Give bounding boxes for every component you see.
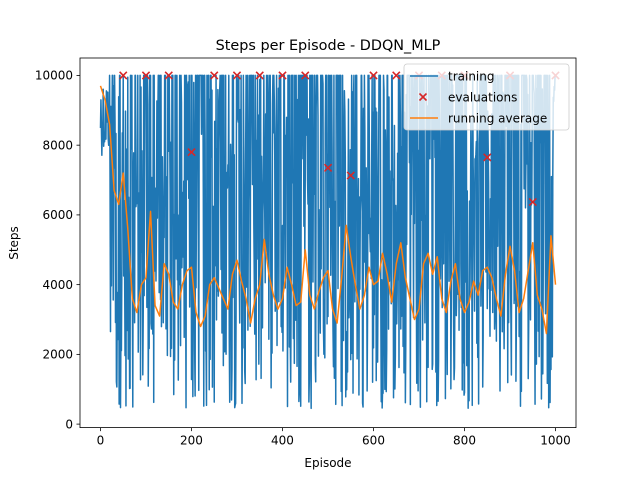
legend-box — [403, 63, 570, 131]
evaluation-point — [210, 71, 219, 80]
legend-running-average-label: running average — [448, 112, 547, 126]
x-tick-label: 1000 — [540, 434, 571, 448]
axes-frame — [79, 57, 577, 429]
evaluation-point — [187, 147, 196, 157]
training-series — [99, 74, 556, 410]
evaluation-point — [164, 71, 173, 80]
training-line — [99, 74, 556, 410]
legend-evaluations-marker — [418, 92, 428, 102]
chart-title: Steps per Episode - DDQN_MLP — [216, 38, 441, 54]
evaluations-series — [119, 71, 560, 207]
evaluation-point — [301, 71, 310, 80]
legend-evaluations-label: evaluations — [448, 91, 517, 105]
x-tick-label: 400 — [271, 434, 294, 448]
y-tick-label: 6000 — [42, 208, 73, 222]
y-tick-label: 8000 — [42, 138, 73, 152]
plot-area — [99, 71, 560, 410]
legend: training evaluations running average — [403, 63, 570, 131]
evaluation-point — [278, 71, 287, 80]
legend-training-label: training — [448, 70, 495, 84]
x-tick-label: 0 — [97, 434, 105, 448]
y-tick-label: 4000 — [42, 278, 73, 292]
evaluation-point — [255, 71, 264, 80]
x-axis-ticks: 0 200 400 600 800 1000 — [97, 427, 571, 448]
running-average-line — [99, 85, 557, 335]
y-tick-label: 0 — [65, 417, 73, 431]
evaluation-point — [323, 163, 333, 172]
y-axis-ticks: 0 2000 4000 6000 8000 10000 — [35, 69, 80, 431]
x-axis-label: Episode — [304, 456, 351, 470]
evaluation-point — [528, 197, 537, 207]
evaluation-point — [483, 153, 492, 162]
y-tick-label: 2000 — [42, 348, 73, 362]
evaluation-point — [346, 171, 355, 180]
x-tick-label: 800 — [453, 434, 476, 448]
running-average-series — [99, 85, 557, 335]
evaluation-point — [369, 71, 378, 80]
evaluation-point — [232, 71, 242, 80]
y-tick-label: 10000 — [35, 69, 73, 83]
x-tick-label: 600 — [362, 434, 385, 448]
evaluation-point — [141, 71, 151, 80]
evaluation-point — [392, 71, 401, 80]
y-axis-label: Steps — [7, 226, 21, 260]
x-tick-label: 200 — [180, 434, 203, 448]
evaluation-point — [119, 71, 128, 80]
